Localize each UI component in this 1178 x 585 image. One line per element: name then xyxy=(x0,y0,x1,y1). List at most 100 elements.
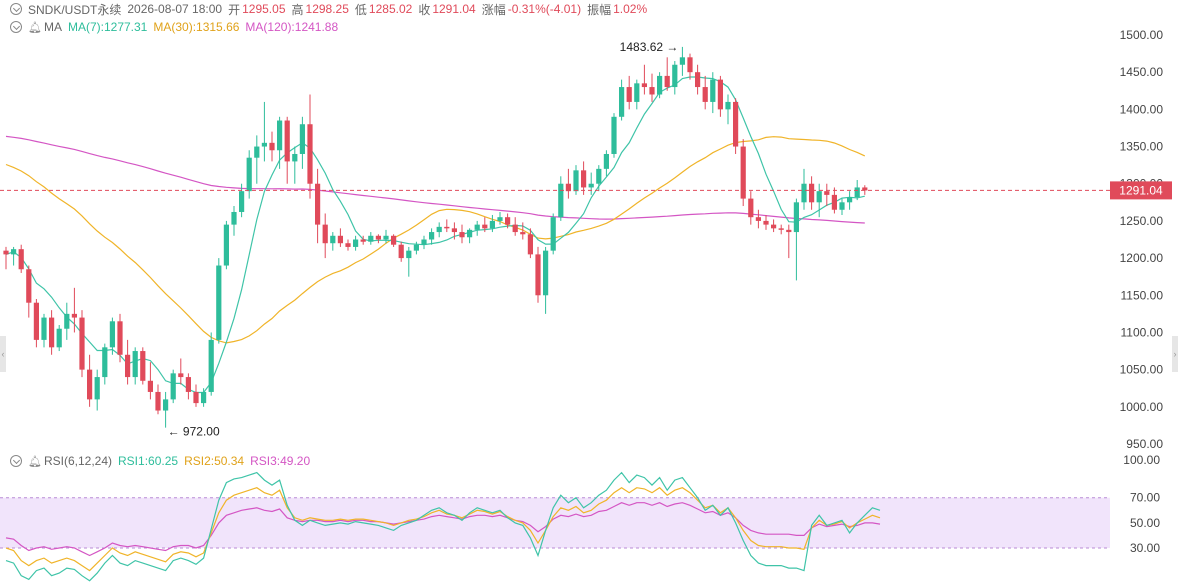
candle-body xyxy=(619,87,625,117)
candle-body xyxy=(687,57,693,73)
rsi-tick-label: 100.00 xyxy=(1123,453,1160,467)
candle-body xyxy=(535,254,541,296)
candle-body xyxy=(839,202,845,210)
candle-body xyxy=(155,391,161,411)
price-tick-label: 1400.00 xyxy=(1120,102,1164,116)
candle-body xyxy=(824,191,830,195)
rsi2-value: RSI2:50.34 xyxy=(184,454,245,468)
rsi-tick-label: 50.00 xyxy=(1130,516,1160,530)
candle-body xyxy=(733,101,739,147)
candle-body xyxy=(246,157,252,192)
candle-body xyxy=(565,183,571,192)
candle xyxy=(581,161,587,195)
candle-body xyxy=(163,399,169,411)
candle-body xyxy=(679,57,685,65)
candle xyxy=(482,217,488,233)
candle xyxy=(467,228,473,244)
candle xyxy=(315,168,321,244)
candle xyxy=(543,246,549,314)
candle xyxy=(748,191,754,225)
candle-body xyxy=(413,244,419,251)
rsi-tick-label: 70.00 xyxy=(1130,491,1160,505)
candle xyxy=(839,198,845,215)
rsi3-value: RSI3:49.20 xyxy=(250,454,311,468)
candle-body xyxy=(444,226,450,229)
candle-body xyxy=(56,328,62,348)
candle-body xyxy=(497,217,503,221)
candle-body xyxy=(353,239,359,247)
candle xyxy=(375,234,381,244)
candle-body xyxy=(269,142,275,151)
candle-body xyxy=(778,228,784,230)
ma120-value: MA(120):1241.88 xyxy=(245,20,339,34)
candle xyxy=(41,313,47,348)
candle xyxy=(702,75,708,110)
bell-icon[interactable]: 🔔︎ xyxy=(28,21,42,34)
rsi1-line xyxy=(5,471,881,582)
candle-body xyxy=(132,351,138,378)
candle-body xyxy=(239,191,245,212)
candle-body xyxy=(201,391,207,404)
scroll-right-handle-icon[interactable]: › xyxy=(1172,336,1178,372)
candle xyxy=(413,241,419,255)
candle xyxy=(740,139,746,207)
candle xyxy=(733,98,739,154)
collapse-toggle-icon[interactable] xyxy=(10,3,22,15)
candle-body xyxy=(512,224,518,233)
candle-body xyxy=(573,170,579,192)
price-tick-label: 1000.00 xyxy=(1120,400,1164,414)
candle xyxy=(11,246,17,266)
candle xyxy=(94,369,100,411)
rsi-collapse-toggle-icon[interactable] xyxy=(10,455,22,467)
candle xyxy=(330,232,336,251)
high-value: 1298.25 xyxy=(305,2,349,16)
candle-body xyxy=(588,183,594,188)
price-tick-label: 1250.00 xyxy=(1120,214,1164,228)
candle-body xyxy=(854,187,860,198)
candle-body xyxy=(740,146,746,199)
candle-body xyxy=(125,354,131,378)
candle-body xyxy=(505,217,511,225)
candle-body xyxy=(436,226,442,233)
rsi-band xyxy=(0,497,1110,548)
candle xyxy=(649,73,655,102)
candle-body xyxy=(581,170,587,188)
candle-body xyxy=(786,229,792,233)
rsi-bell-icon[interactable]: 🔔︎ xyxy=(28,455,42,468)
close-label: 收 xyxy=(418,2,431,17)
candle xyxy=(512,217,518,236)
candle xyxy=(26,265,32,318)
candle-body xyxy=(474,224,480,230)
candle-body xyxy=(64,313,70,329)
price-tick-label: 1450.00 xyxy=(1120,65,1164,79)
candle xyxy=(801,168,807,210)
price-tick-label: 1150.00 xyxy=(1121,288,1164,302)
candle xyxy=(208,332,214,396)
last-price-label: 1291.04 xyxy=(1119,183,1163,197)
candle-body xyxy=(603,153,609,169)
candle-body xyxy=(223,224,229,266)
ma-indicator-name: MA xyxy=(43,20,62,34)
rsi1-value: RSI1:60.25 xyxy=(118,454,179,468)
candle-body xyxy=(801,183,807,203)
scroll-left-handle-icon[interactable]: ‹ xyxy=(0,336,6,372)
candle xyxy=(398,241,404,262)
low-value: 1285.02 xyxy=(368,2,413,16)
candle-body xyxy=(277,120,283,151)
candle xyxy=(185,373,191,400)
candle xyxy=(550,213,556,255)
candle-body xyxy=(140,351,146,381)
candle xyxy=(269,131,275,162)
ma-collapse-toggle-icon[interactable] xyxy=(10,21,22,33)
candle-body xyxy=(11,249,17,255)
candle-body xyxy=(185,377,191,392)
candle-body xyxy=(170,373,176,400)
open-label: 开 xyxy=(228,2,241,17)
candle-body xyxy=(421,239,427,245)
candle-body xyxy=(337,235,343,244)
candle-body xyxy=(482,224,488,229)
candle xyxy=(641,64,647,95)
candle-body xyxy=(299,124,305,154)
candle xyxy=(125,339,131,385)
